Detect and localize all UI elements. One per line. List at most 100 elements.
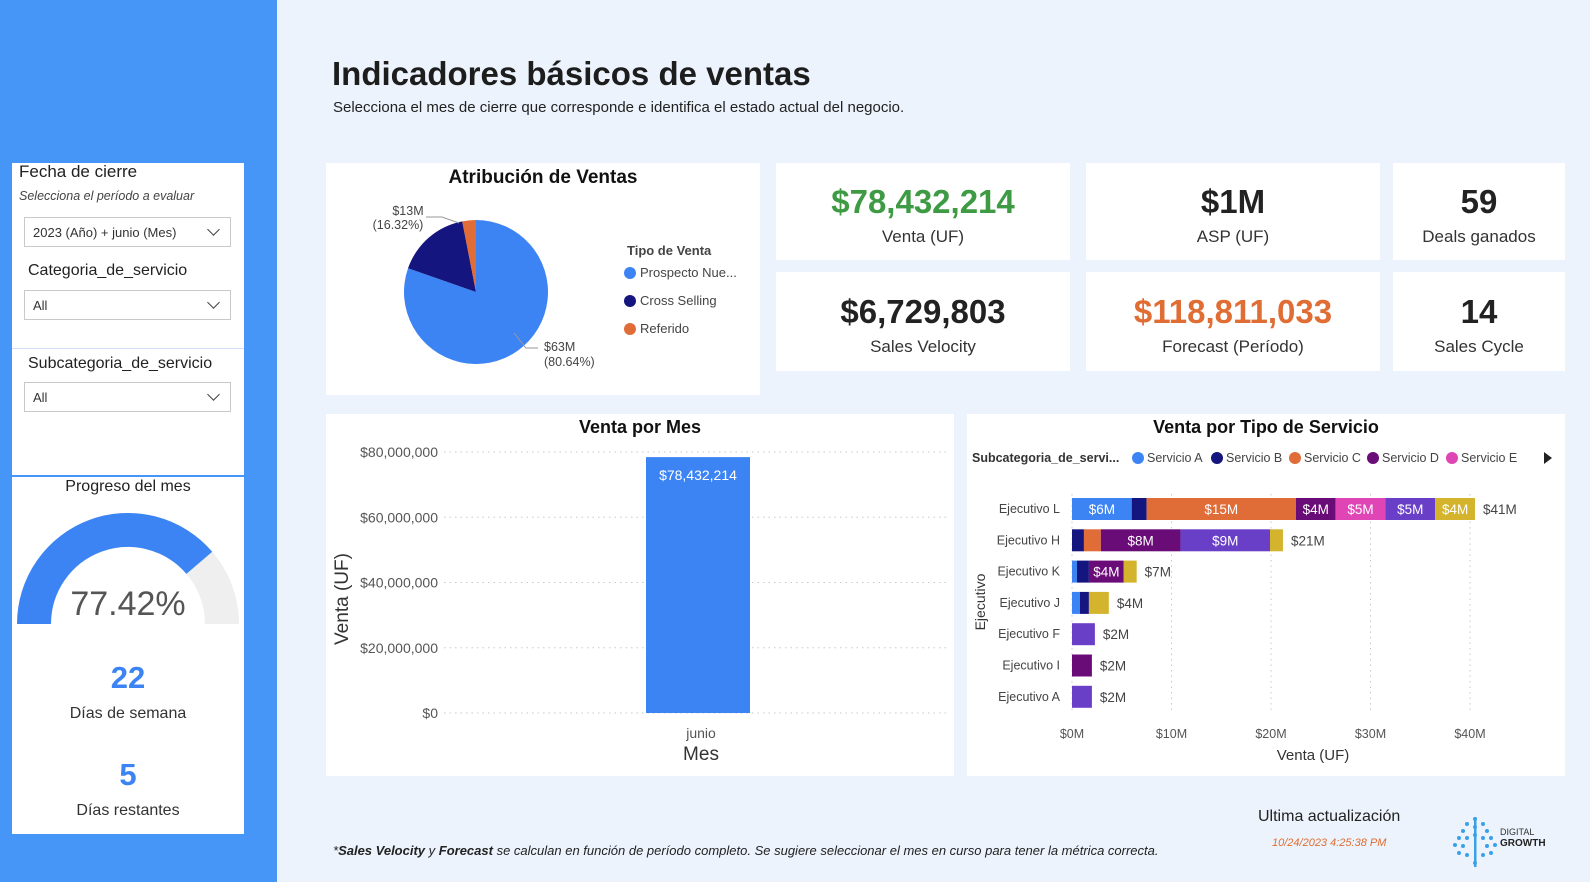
bar-segment[interactable]: [1072, 654, 1092, 677]
pie-legend-label: Cross Selling: [640, 293, 717, 308]
legend-label: Servicio C: [1304, 451, 1361, 465]
bar-segment[interactable]: [1076, 560, 1089, 583]
segment-label: $8M: [1128, 533, 1154, 548]
fecha-dropdown[interactable]: 2023 (Año) + junio (Mes): [24, 217, 231, 247]
venta-mes-panel[interactable]: [326, 414, 954, 776]
bar-data-label: $78,432,214: [659, 467, 737, 483]
pie-legend-item[interactable]: Cross Selling: [624, 293, 717, 308]
servicio-ylabel: Ejecutivo: [972, 573, 988, 630]
segment-label: $4M: [1303, 502, 1329, 517]
servicio-xlabel: Venta (UF): [1277, 747, 1350, 764]
x-tick-label: $30M: [1355, 727, 1386, 741]
chevron-down-icon: [207, 296, 220, 309]
bar-segment[interactable]: [1100, 529, 1181, 552]
legend-label: Servicio B: [1226, 451, 1282, 465]
pie-legend-label: Referido: [640, 321, 689, 336]
pie-slice-referido[interactable]: [462, 220, 476, 292]
pie-legend-title: Tipo de Venta: [627, 243, 712, 258]
bar-segment[interactable]: [1083, 529, 1101, 552]
update-date: 10/24/2023 4:25:38 PM: [1272, 837, 1387, 849]
total-label: $21M: [1291, 533, 1325, 548]
fecha-filter-title: Fecha de cierre: [19, 162, 138, 181]
legend-dot-icon: [624, 267, 636, 279]
kpi-cycle-label: Sales Cycle: [1434, 337, 1524, 356]
bar-segment[interactable]: [1072, 560, 1077, 583]
update-title: Ultima actualización: [1258, 808, 1401, 825]
bar-segment[interactable]: [1072, 685, 1092, 708]
kpi-cycle-value: 14: [1460, 293, 1498, 330]
legend-item-servicio-c[interactable]: Servicio C: [1289, 451, 1361, 465]
bar-segment[interactable]: [1180, 529, 1271, 552]
bar-segment[interactable]: [1072, 529, 1084, 552]
pie-slice-cross-selling[interactable]: [408, 221, 476, 292]
bar-segment[interactable]: [1295, 498, 1336, 520]
pie-label-big-value: $63M: [544, 340, 575, 354]
servicio-chart: Subcategoria_de_servi... Servicio A Serv…: [972, 451, 1552, 764]
pie-chart: $13M (16.32%) $63M (80.64%) Tipo de Vent…: [373, 204, 737, 369]
chevron-down-icon: [207, 223, 220, 236]
kpi-venta-label: Venta (UF): [881, 227, 965, 246]
total-label: $2M: [1100, 690, 1126, 705]
pie-label-small-pct: (16.32%): [373, 218, 424, 232]
footer-note-mid: y: [425, 843, 439, 858]
row-label: Ejecutivo A: [998, 690, 1061, 704]
dias-semana-value: 22: [110, 660, 146, 695]
bar-junio[interactable]: [646, 457, 750, 713]
bar-segment[interactable]: [1072, 591, 1080, 614]
legend-item-servicio-d[interactable]: Servicio D: [1367, 451, 1439, 465]
segment-label: $9M: [1212, 533, 1238, 548]
bar-segment[interactable]: [1072, 498, 1132, 520]
segment-label: $4M: [1093, 565, 1119, 580]
pie-leader-small: [426, 216, 460, 224]
bar-segment[interactable]: [1385, 498, 1436, 520]
legend-item-servicio-a[interactable]: Servicio A: [1132, 451, 1203, 465]
subcategoria-dropdown[interactable]: All: [24, 382, 231, 412]
pie-chart-title: Atribución de Ventas: [448, 167, 638, 188]
x-tick-label: $10M: [1156, 727, 1187, 741]
row-label: Ejecutivo I: [1002, 659, 1060, 673]
logo-text-digital: DIGITAL: [1500, 827, 1534, 837]
segment-label: $6M: [1089, 502, 1115, 517]
kpi-velocity-value: $6,729,803: [840, 293, 1006, 330]
kpi-card-forecast: $118,811,033 Forecast (Período): [1086, 272, 1380, 371]
chevron-down-icon: [207, 388, 220, 401]
bar-segment[interactable]: [1270, 529, 1283, 552]
footer-note-bold1: Sales Velocity: [338, 843, 426, 858]
bar-segment[interactable]: [1335, 498, 1386, 520]
bar-segment[interactable]: [1146, 498, 1296, 520]
categoria-dropdown[interactable]: All: [24, 290, 231, 320]
bar-segment[interactable]: [1131, 498, 1147, 520]
logo-tree-icon: [1453, 817, 1497, 867]
y-tick-label: $0: [422, 705, 438, 721]
servicio-panel[interactable]: [967, 414, 1565, 776]
kpi-asp-value: $1M: [1200, 183, 1266, 220]
x-tick-label: $40M: [1454, 727, 1485, 741]
total-label: $7M: [1145, 565, 1171, 580]
bar-segment[interactable]: [1088, 560, 1124, 583]
bar-segment[interactable]: [1088, 591, 1109, 614]
legend-dot-icon: [1132, 452, 1144, 464]
legend-item-servicio-b[interactable]: Servicio B: [1211, 451, 1282, 465]
kpi-card-asp: $1M ASP (UF): [1086, 163, 1380, 260]
pie-legend-item[interactable]: Referido: [624, 321, 689, 336]
bar-segment[interactable]: [1435, 498, 1475, 520]
page-subtitle: Selecciona el mes de cierre que correspo…: [333, 99, 905, 116]
bar-segment[interactable]: [1079, 591, 1089, 614]
bar-segment[interactable]: [1123, 560, 1137, 583]
x-tick-label: $20M: [1255, 727, 1286, 741]
pie-legend-item[interactable]: Prospecto Nue...: [624, 265, 737, 280]
legend-next-arrow-icon[interactable]: [1544, 452, 1552, 464]
venta-mes-title: Venta por Mes: [578, 417, 702, 437]
dias-restantes-value: 5: [119, 757, 137, 792]
mes-xlabel: Mes: [683, 744, 719, 765]
progress-title: Progreso del mes: [65, 478, 191, 495]
legend-dot-icon: [624, 323, 636, 335]
pie-slices: [404, 220, 548, 364]
row-label: Ejecutivo H: [997, 533, 1060, 547]
kpi-card-deals: 59 Deals ganados: [1393, 163, 1565, 260]
subcategoria-filter-title: Subcategoria_de_servicio: [28, 355, 213, 372]
legend-label: Servicio E: [1461, 451, 1517, 465]
bar-segment[interactable]: [1072, 623, 1095, 646]
kpi-card-cycle: 14 Sales Cycle: [1393, 272, 1565, 371]
legend-item-servicio-e[interactable]: Servicio E: [1446, 451, 1517, 465]
